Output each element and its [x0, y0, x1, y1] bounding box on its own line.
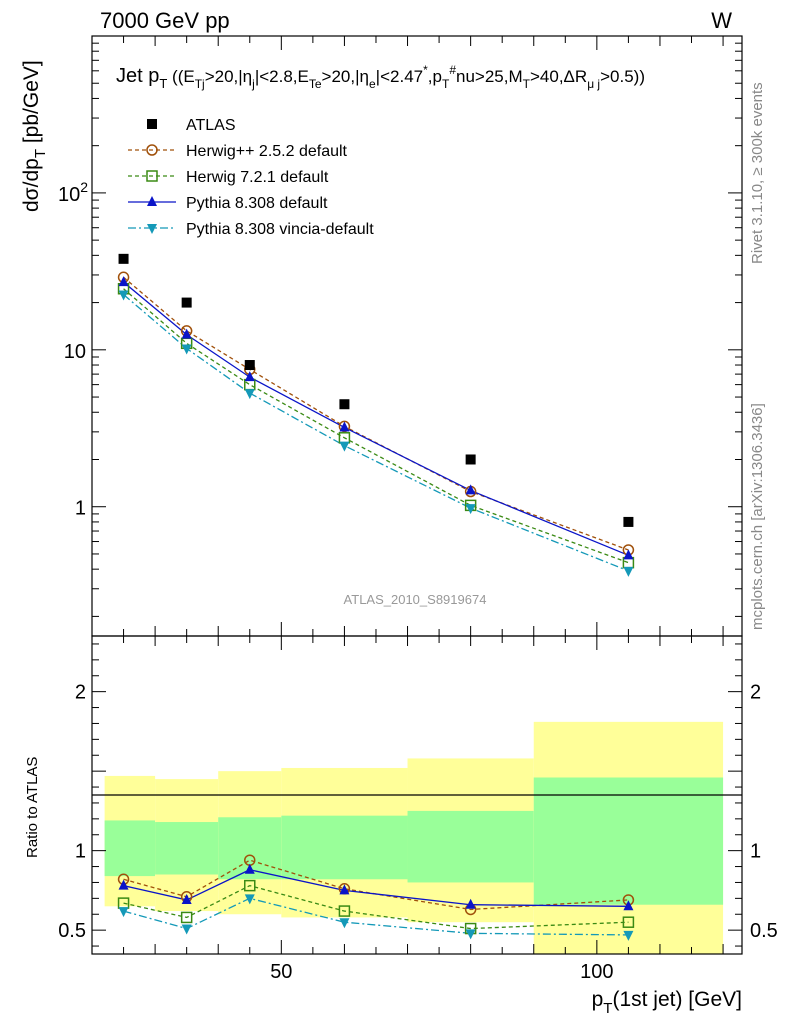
legend-marker: [147, 119, 157, 129]
main-y-label: dσ/dpT [pb/GeV]: [20, 60, 49, 212]
legend-marker: [146, 170, 158, 182]
green-band: [281, 815, 408, 880]
ratio-marker: [339, 884, 350, 895]
green-band: [104, 820, 156, 877]
ratio-marker: [118, 907, 129, 918]
atlas-data-points: [118, 253, 634, 527]
rivet-label: Rivet 3.1.10, ≥ 300k events: [749, 82, 766, 264]
ratio-panel: 0.5 0.5 1 1 2 2 50 100 Ratio to ATLAS pT(1st je…: [24, 635, 778, 1017]
main-panel: 1 10 102 Jet pT ((ETj>20,|ηj|<2.8,ETe>20,|…: [20, 35, 743, 637]
ratio-y-tick-label: 0.5: [58, 920, 86, 942]
series-marker: [339, 421, 350, 432]
green-band: [533, 777, 724, 905]
ratio-marker: [339, 918, 350, 929]
main-series-markers: [117, 271, 635, 577]
ratio-marker: [244, 879, 256, 892]
data-point: [181, 297, 192, 308]
ratio-marker: [465, 898, 476, 909]
ratio-marker: [181, 893, 192, 904]
series-line: [123, 276, 629, 551]
series-marker: [244, 371, 255, 382]
ratio-marker: [623, 930, 634, 941]
y-tick-label: 102: [58, 179, 88, 206]
header-process-label: W: [711, 8, 732, 33]
x-tick-label: 50: [270, 961, 292, 983]
series-marker: [244, 378, 256, 391]
ratio-marker: [181, 924, 192, 935]
chart-title: Jet pT ((ETj>20,|ηj|<2.8,ETe>20,|ηe|<2.4…: [116, 63, 645, 91]
series-line: [123, 294, 629, 572]
ratio-line: [123, 884, 629, 930]
y-tick-label: 10: [64, 341, 86, 363]
ratio-marker: [622, 916, 635, 928]
data-point: [244, 360, 255, 371]
series-marker: [118, 276, 129, 287]
series-marker: [339, 441, 350, 452]
ratio-y-tick-label-right: 1: [750, 841, 761, 863]
ratio-marker: [338, 905, 351, 917]
ratio-marker: [244, 863, 255, 874]
legend-label: Herwig++ 2.5.2 default: [186, 143, 348, 160]
legend-marker: [147, 196, 157, 206]
ratio-marker: [180, 911, 193, 924]
ratio-marker: [244, 894, 255, 905]
series-marker: [465, 484, 476, 495]
data-point: [339, 399, 350, 410]
ratio-axis-ticks: 0.5 0.5 1 1 2 2 50 100: [58, 636, 778, 983]
green-band: [407, 810, 534, 883]
legend-label: Herwig 7.2.1 default: [186, 169, 329, 186]
mcplots-label: mcplots.cern.ch [arXiv:1306.3436]: [749, 403, 766, 630]
legend-label: ATLAS: [186, 117, 236, 134]
green-band: [155, 822, 219, 875]
ratio-marker: [623, 900, 634, 911]
series-line: [123, 288, 629, 564]
watermark: ATLAS_2010_S8919674: [344, 592, 487, 607]
legend-marker: [147, 224, 157, 234]
x-tick-label: 100: [580, 961, 613, 983]
ratio-uncertainty-bands: [104, 721, 724, 954]
x-axis-label: pT(1st jet) [GeV]: [592, 988, 742, 1017]
series-marker: [181, 344, 192, 355]
ratio-line: [123, 869, 629, 907]
series-line: [123, 281, 629, 556]
ratio-marker: [465, 929, 476, 940]
ratio-line: [123, 897, 629, 936]
ratio-marker: [118, 879, 129, 890]
legend-marker: [146, 144, 158, 156]
ratio-y-tick-label-right: 2: [750, 682, 761, 704]
ratio-y-tick-label-right: 0.5: [750, 920, 778, 942]
data-point: [623, 516, 634, 527]
header-energy-label: 7000 GeV pp: [100, 8, 230, 33]
ratio-series-lines: [123, 859, 629, 936]
ratio-series-markers: [117, 854, 635, 941]
series-marker: [244, 389, 255, 400]
legend: ATLAS Herwig++ 2.5.2 default Herwig 7.2.1 …: [128, 117, 374, 238]
series-marker: [118, 290, 129, 301]
series-marker: [181, 328, 192, 339]
legend-label: Pythia 8.308 vincia-default: [186, 221, 374, 238]
data-point: [118, 253, 129, 264]
series-marker: [623, 549, 634, 560]
main-series-lines: [123, 276, 629, 572]
main-axis-ticks: 1 10 102: [58, 36, 742, 636]
ratio-frame: [91, 635, 743, 955]
y-tick-label: 1: [75, 498, 86, 520]
series-marker: [465, 504, 476, 515]
ratio-y-tick-label: 1: [75, 841, 86, 863]
ratio-y-label: Ratio to ATLAS: [24, 757, 41, 858]
ratio-y-tick-label: 2: [75, 682, 86, 704]
data-point: [465, 454, 476, 465]
legend-label: Pythia 8.308 default: [186, 195, 328, 212]
series-marker: [623, 566, 634, 577]
